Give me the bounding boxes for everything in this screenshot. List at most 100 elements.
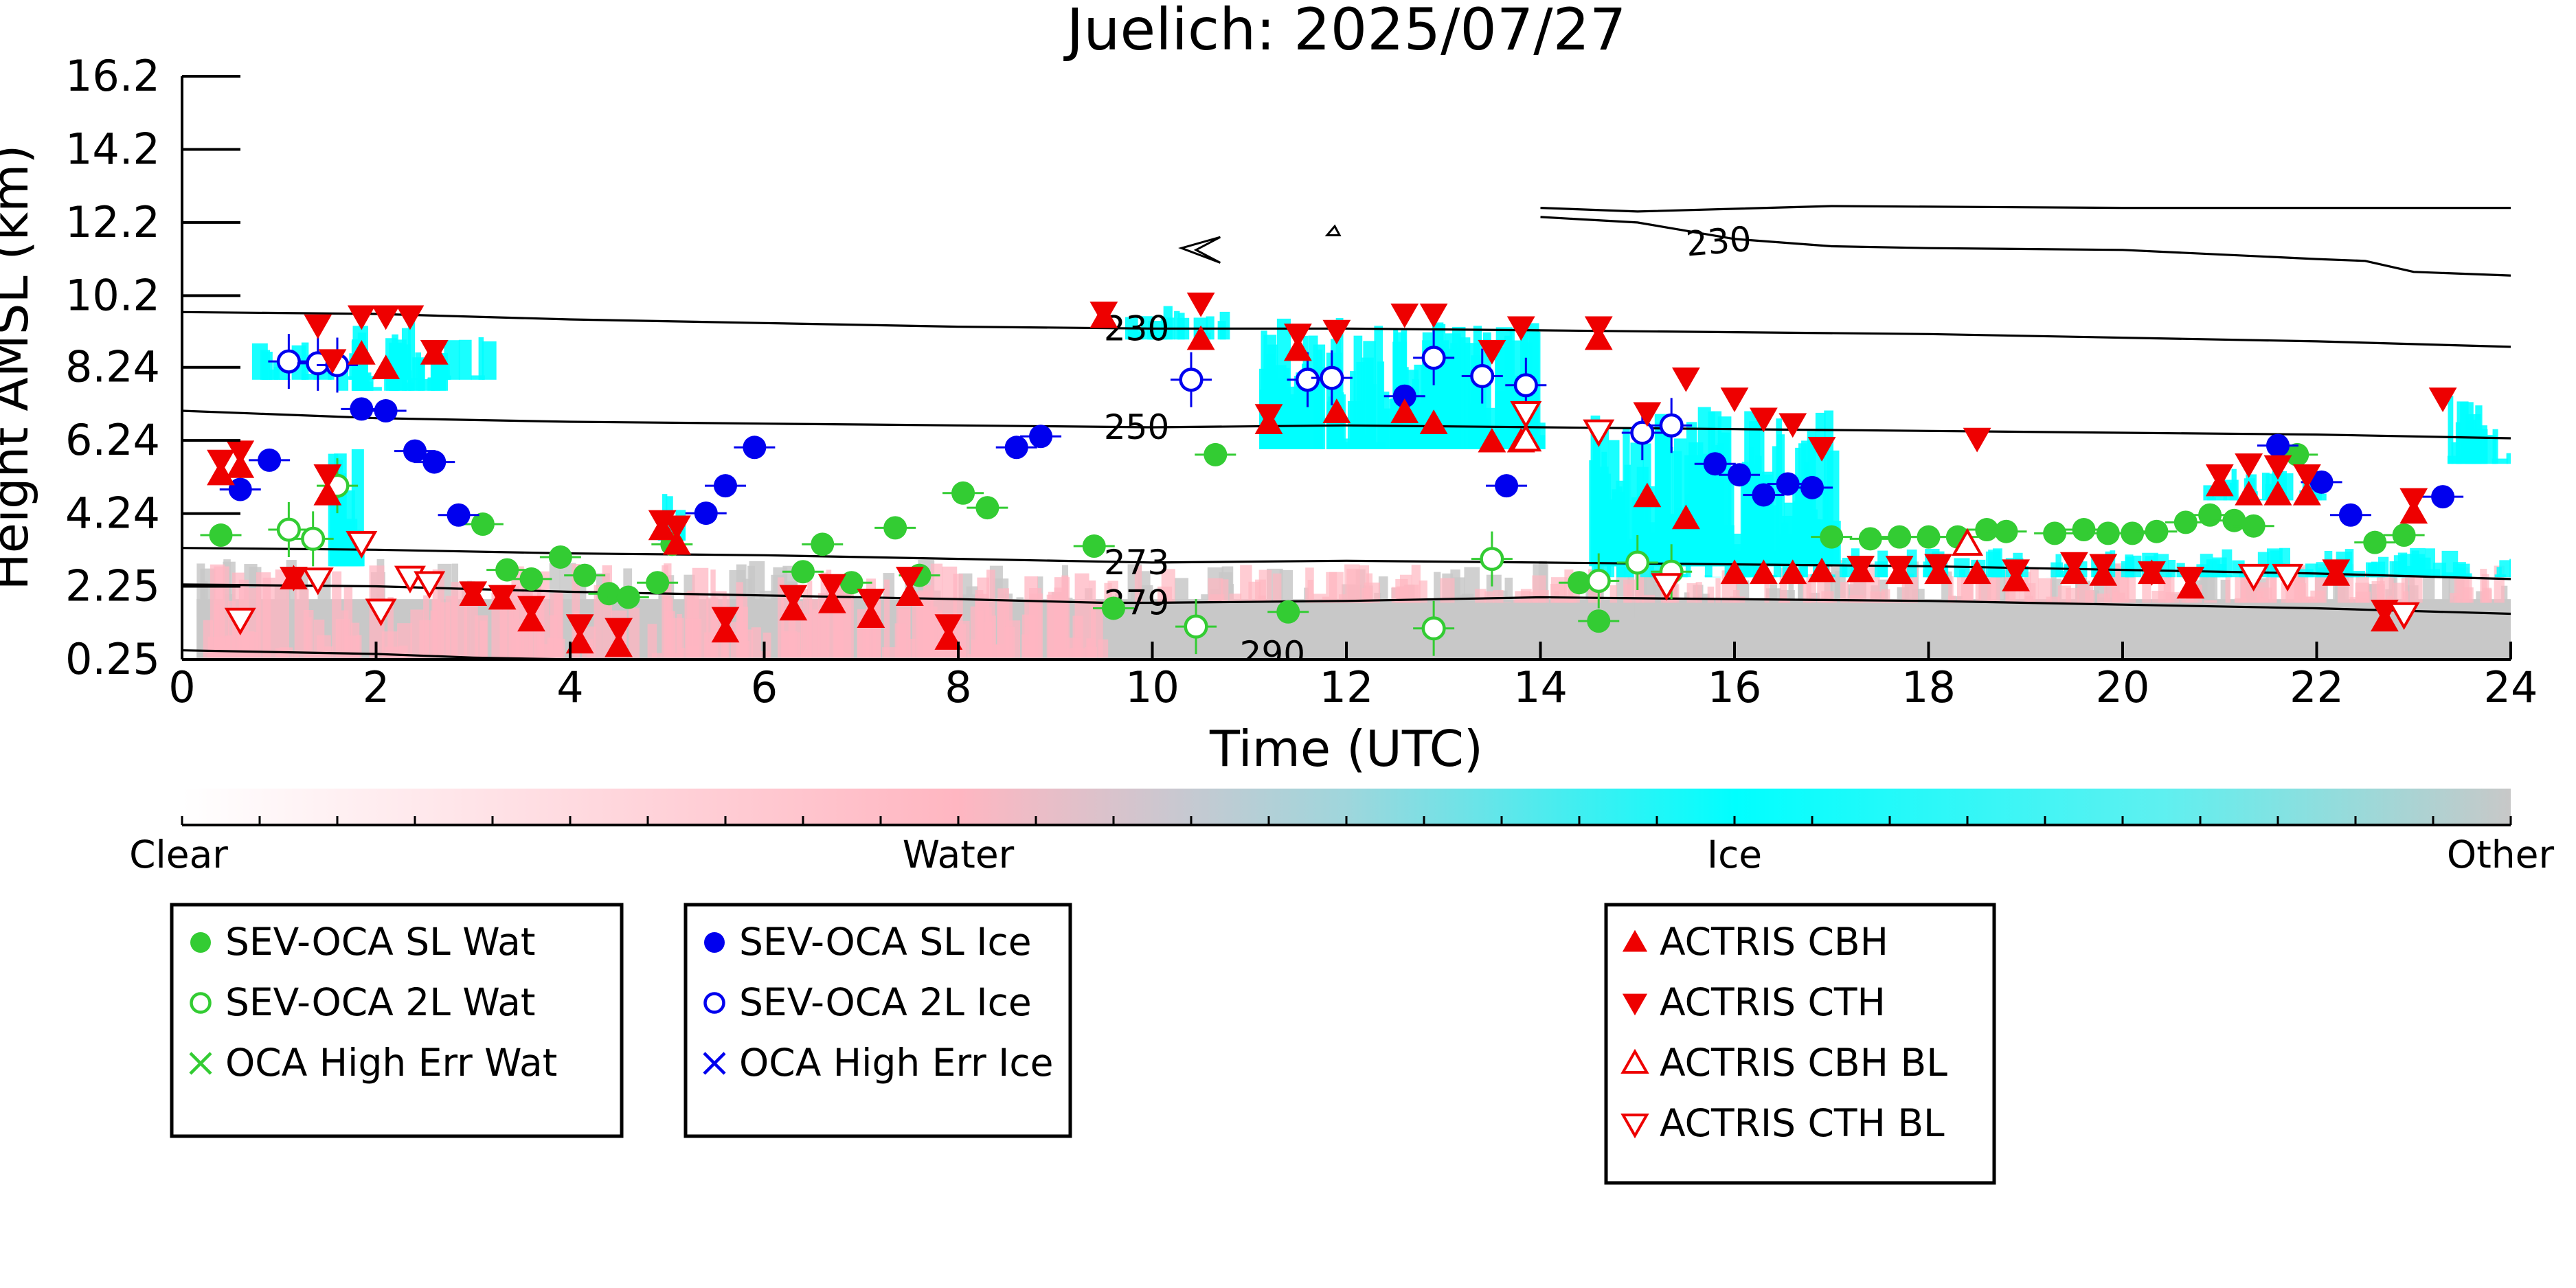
data-point: [662, 515, 691, 541]
data-point: [396, 305, 425, 330]
y-tick-label: 8.24: [65, 342, 160, 392]
data-point: [2237, 563, 2270, 592]
shading-cell: [2406, 565, 2422, 578]
shading-cell: [1221, 579, 1229, 603]
shading-cell: [332, 571, 342, 658]
legend-marker: [704, 932, 725, 953]
data-point: [2205, 464, 2234, 489]
shading-cell: [1322, 596, 1329, 603]
shading-cell: [648, 615, 661, 618]
shading-cell: [2442, 576, 2451, 618]
data-point: [1506, 316, 1535, 341]
series-actris-cth-bl: [224, 401, 2420, 636]
data-point: [1179, 368, 1204, 392]
shading-cell: [368, 387, 382, 391]
y-tick-label: 2.25: [65, 561, 160, 611]
shading-cell: [2450, 593, 2460, 603]
data-point: [2121, 521, 2145, 545]
shading-cell: [1532, 575, 1546, 603]
shading-cell: [1623, 579, 1640, 603]
shading-cell: [2424, 569, 2441, 578]
data-point: [565, 614, 594, 639]
data-point: [605, 618, 633, 643]
shading-cell: [478, 337, 484, 380]
data-point: [228, 477, 252, 501]
data-point: [2363, 530, 2387, 554]
shading-cell: [2481, 574, 2489, 603]
shading-cell: [2165, 573, 2172, 578]
shading-cell: [2401, 570, 2408, 603]
data-point: [2399, 488, 2428, 513]
x-ticks: 0 2 4 6 8 10 12 14 16 18 20 22 24: [168, 642, 2538, 712]
legend-label: ACTRIS CBH: [1660, 920, 1888, 964]
y-tick-label: 12.2: [65, 197, 160, 247]
data-point: [1510, 401, 1542, 429]
shading-cell: [2132, 555, 2142, 578]
data-point: [2292, 480, 2321, 506]
shading-cell: [358, 378, 374, 391]
data-point: [857, 589, 885, 613]
shading-cell: [2091, 555, 2099, 578]
shading-cell: [1761, 488, 1767, 567]
data-point: [350, 397, 374, 421]
contour-line-230: [1540, 216, 2511, 277]
data-point: [975, 496, 999, 520]
shading-cell: [1482, 332, 1491, 449]
shading-cell: [2448, 396, 2454, 464]
shading-cell: [401, 656, 407, 658]
shading-cell: [2127, 570, 2136, 603]
data-point: [1633, 402, 1662, 427]
data-point: [2388, 602, 2420, 631]
legend-label: ACTRIS CTH: [1660, 980, 1886, 1024]
shading-cell: [1568, 609, 1585, 618]
data-point: [372, 305, 400, 330]
shading-cell: [1783, 600, 1790, 603]
shading-cell: [2423, 576, 2435, 618]
data-point: [1186, 325, 1215, 350]
shading-cell: [1990, 569, 2000, 603]
data-point: [711, 607, 740, 632]
shading-cell: [908, 638, 916, 658]
data-point: [2292, 464, 2321, 489]
data-point: [1276, 600, 1300, 624]
data-point: [2043, 521, 2067, 545]
shading-cell: [2255, 499, 2268, 501]
shading-cell: [400, 600, 410, 618]
x-tick-label: 10: [1125, 662, 1179, 712]
shading-cell: [978, 610, 984, 658]
data-point: [1800, 475, 1824, 499]
shading-cell: [2355, 591, 2371, 603]
shading-cell: [1476, 446, 1481, 449]
shading-cell: [1715, 578, 1721, 603]
shading-cell: [2206, 559, 2220, 578]
shading-cell: [1695, 582, 1702, 603]
legend-item-sev-oca-2l-ice: SEV-OCA 2L Ice: [703, 980, 1032, 1024]
series-actris-cbh: [207, 303, 2428, 657]
shading-cell: [1722, 525, 1735, 567]
shading-cell: [1827, 600, 1838, 603]
legend-marker: [190, 992, 212, 1014]
shading-cell: [812, 609, 821, 658]
shading-cell: [306, 617, 312, 658]
shading-cell: [738, 597, 743, 658]
legend-item-actris-cbh: ACTRIS CBH: [1622, 920, 1888, 964]
shading-cell: [2250, 600, 2257, 603]
data-point: [1004, 436, 1028, 460]
data-point: [347, 305, 376, 330]
shading-cell: [2202, 577, 2209, 618]
data-point: [1390, 303, 1419, 328]
data-point: [403, 439, 427, 463]
shading-cell: [784, 632, 801, 658]
data-point: [2235, 453, 2263, 478]
data-point: [1651, 573, 1683, 601]
data-point: [447, 503, 471, 527]
shading-cell: [1707, 586, 1715, 603]
data-point: [2145, 519, 2169, 543]
data-point: [2198, 503, 2222, 527]
data-point: [1975, 518, 1999, 542]
shading-cell: [1518, 608, 1526, 618]
shading-cell: [2300, 596, 2317, 603]
data-point: [347, 339, 376, 365]
shading-cell: [2193, 607, 2202, 618]
x-tick-label: 12: [1320, 662, 1374, 712]
